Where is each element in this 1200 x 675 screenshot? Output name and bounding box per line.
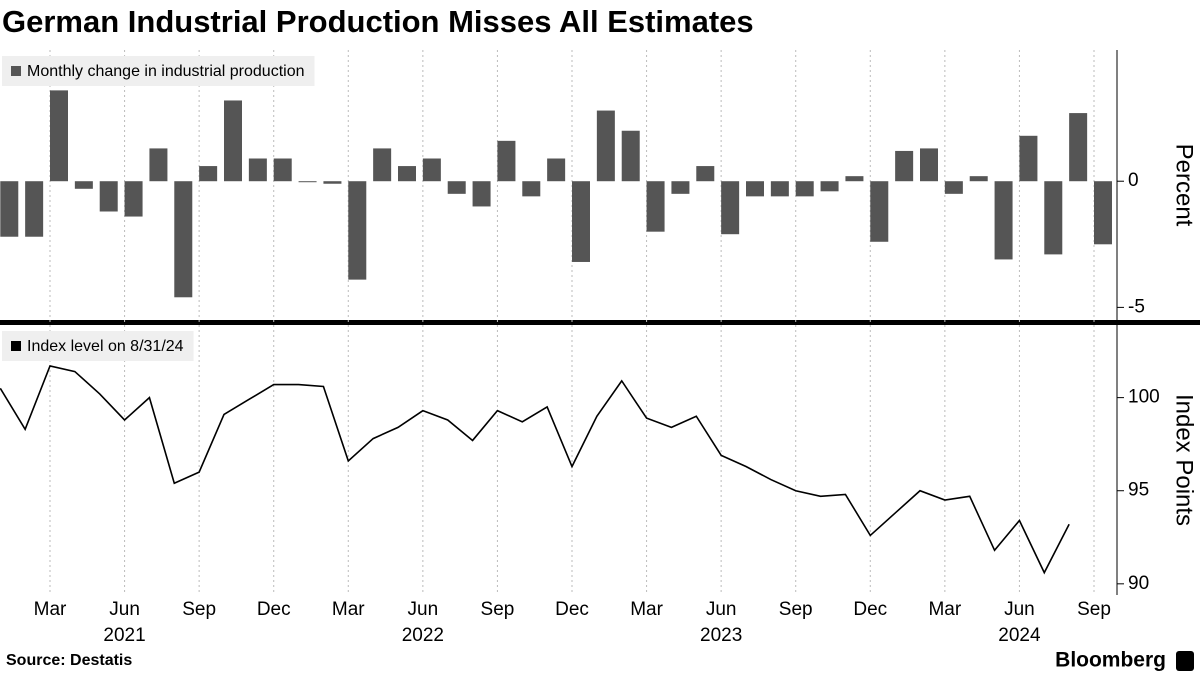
bar bbox=[1069, 113, 1088, 182]
bar bbox=[1044, 181, 1063, 255]
y-tick-label: 0 bbox=[1128, 170, 1139, 191]
x-tick-label: Jun bbox=[1004, 599, 1035, 620]
bar bbox=[845, 176, 864, 182]
x-year-label: 2021 bbox=[103, 625, 145, 646]
bar bbox=[920, 148, 938, 182]
bar bbox=[621, 130, 640, 182]
brand: Bloomberg bbox=[1055, 649, 1166, 672]
x-tick-label: Sep bbox=[182, 599, 216, 620]
y-tick-label: -5 bbox=[1128, 296, 1145, 317]
bar bbox=[1094, 181, 1112, 245]
bar bbox=[149, 148, 168, 182]
bar bbox=[472, 181, 491, 207]
bar bbox=[721, 181, 740, 235]
bar bbox=[422, 158, 441, 182]
bar bbox=[795, 181, 814, 197]
legend-swatch bbox=[11, 341, 21, 351]
y-tick-label: 90 bbox=[1128, 573, 1149, 594]
bar bbox=[447, 181, 466, 194]
bar bbox=[870, 181, 889, 242]
y-axis-title: Index Points bbox=[1171, 394, 1198, 526]
bar bbox=[572, 181, 590, 262]
bar bbox=[596, 110, 615, 182]
y-axis-title: Percent bbox=[1171, 144, 1198, 227]
x-tick-label: Dec bbox=[555, 599, 589, 620]
bar bbox=[770, 181, 789, 197]
bar bbox=[348, 181, 367, 280]
x-tick-label: Dec bbox=[853, 599, 887, 620]
x-tick-label: Mar bbox=[34, 599, 67, 620]
bar bbox=[398, 166, 416, 182]
x-tick-label: Dec bbox=[257, 599, 291, 620]
legend-label: Index level on 8/31/24 bbox=[27, 338, 184, 355]
x-tick-label: Jun bbox=[706, 599, 737, 620]
x-tick-label: Sep bbox=[1077, 599, 1111, 620]
legend-swatch bbox=[11, 66, 21, 76]
brand-icon bbox=[1176, 651, 1194, 671]
source: Source: Destatis bbox=[6, 652, 132, 669]
bar bbox=[820, 181, 839, 192]
x-tick-label: Jun bbox=[408, 599, 439, 620]
bar bbox=[199, 166, 218, 182]
bar bbox=[696, 166, 715, 182]
bar bbox=[1019, 135, 1038, 182]
bar bbox=[124, 181, 143, 217]
bar bbox=[895, 150, 914, 182]
x-year-label: 2023 bbox=[700, 625, 742, 646]
bar bbox=[224, 100, 242, 182]
x-tick-label: Mar bbox=[928, 599, 961, 620]
bar bbox=[994, 181, 1013, 260]
bar bbox=[497, 140, 516, 182]
bar bbox=[944, 181, 963, 194]
x-tick-label: Jun bbox=[109, 599, 140, 620]
bar bbox=[174, 181, 193, 298]
x-tick-label: Sep bbox=[779, 599, 813, 620]
y-tick-label: 95 bbox=[1128, 480, 1149, 501]
bar bbox=[646, 181, 665, 232]
bar bbox=[50, 90, 68, 182]
bar bbox=[99, 181, 118, 212]
legend-label: Monthly change in industrial production bbox=[27, 63, 305, 80]
bar bbox=[248, 158, 267, 182]
x-tick-label: Mar bbox=[332, 599, 365, 620]
y-tick-label: 100 bbox=[1128, 387, 1160, 408]
legend-background bbox=[2, 331, 194, 361]
bar bbox=[746, 181, 764, 197]
bar bbox=[373, 148, 392, 182]
chart-title: German Industrial Production Misses All … bbox=[2, 4, 754, 39]
bar bbox=[969, 176, 988, 182]
x-tick-label: Mar bbox=[630, 599, 663, 620]
bar bbox=[298, 181, 317, 183]
bar bbox=[74, 181, 93, 189]
bar bbox=[0, 181, 19, 237]
bar bbox=[25, 181, 44, 237]
x-year-label: 2022 bbox=[402, 625, 444, 646]
x-tick-label: Sep bbox=[481, 599, 515, 620]
legend-background bbox=[2, 56, 315, 86]
panel-separator bbox=[0, 320, 1200, 325]
bar bbox=[273, 158, 292, 182]
bar bbox=[522, 181, 541, 197]
x-year-label: 2024 bbox=[998, 625, 1041, 646]
bar bbox=[323, 181, 342, 184]
bar bbox=[547, 158, 566, 182]
bar bbox=[671, 181, 690, 194]
line bbox=[0, 365, 1070, 575]
